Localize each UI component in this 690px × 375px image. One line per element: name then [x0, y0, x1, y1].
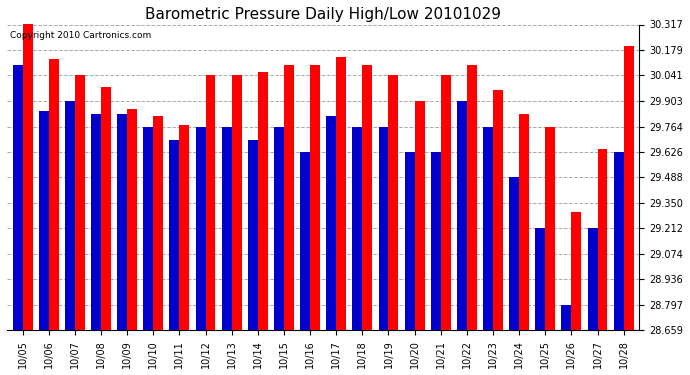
Bar — [571, 212, 581, 330]
Bar — [415, 101, 424, 330]
Bar — [127, 109, 137, 330]
Bar — [624, 46, 633, 330]
Bar — [613, 152, 624, 330]
Bar — [39, 111, 49, 330]
Title: Barometric Pressure Daily High/Low 20101029: Barometric Pressure Daily High/Low 20101… — [145, 7, 501, 22]
Bar — [179, 125, 189, 330]
Bar — [310, 66, 320, 330]
Bar — [509, 177, 519, 330]
Bar — [379, 126, 388, 330]
Bar — [65, 101, 75, 330]
Bar — [117, 114, 127, 330]
Bar — [300, 152, 310, 330]
Bar — [388, 75, 398, 330]
Bar — [441, 75, 451, 330]
Bar — [153, 116, 164, 330]
Bar — [483, 126, 493, 330]
Bar — [562, 305, 571, 330]
Bar — [535, 228, 545, 330]
Bar — [274, 126, 284, 330]
Bar — [362, 66, 373, 330]
Bar — [196, 126, 206, 330]
Bar — [144, 126, 153, 330]
Bar — [258, 72, 268, 330]
Bar — [545, 126, 555, 330]
Bar — [23, 24, 32, 330]
Bar — [101, 87, 111, 330]
Bar — [75, 75, 85, 330]
Bar — [336, 57, 346, 330]
Bar — [467, 64, 477, 330]
Bar — [170, 140, 179, 330]
Bar — [91, 114, 101, 330]
Bar — [519, 114, 529, 330]
Bar — [248, 140, 258, 330]
Bar — [221, 126, 232, 330]
Bar — [598, 149, 607, 330]
Bar — [404, 152, 415, 330]
Bar — [493, 90, 503, 330]
Bar — [49, 59, 59, 330]
Bar — [326, 116, 336, 330]
Bar — [12, 64, 23, 330]
Bar — [431, 152, 441, 330]
Bar — [457, 101, 467, 330]
Bar — [232, 75, 241, 330]
Text: Copyright 2010 Cartronics.com: Copyright 2010 Cartronics.com — [10, 31, 151, 40]
Bar — [206, 75, 215, 330]
Bar — [353, 126, 362, 330]
Bar — [284, 66, 294, 330]
Bar — [588, 228, 598, 330]
